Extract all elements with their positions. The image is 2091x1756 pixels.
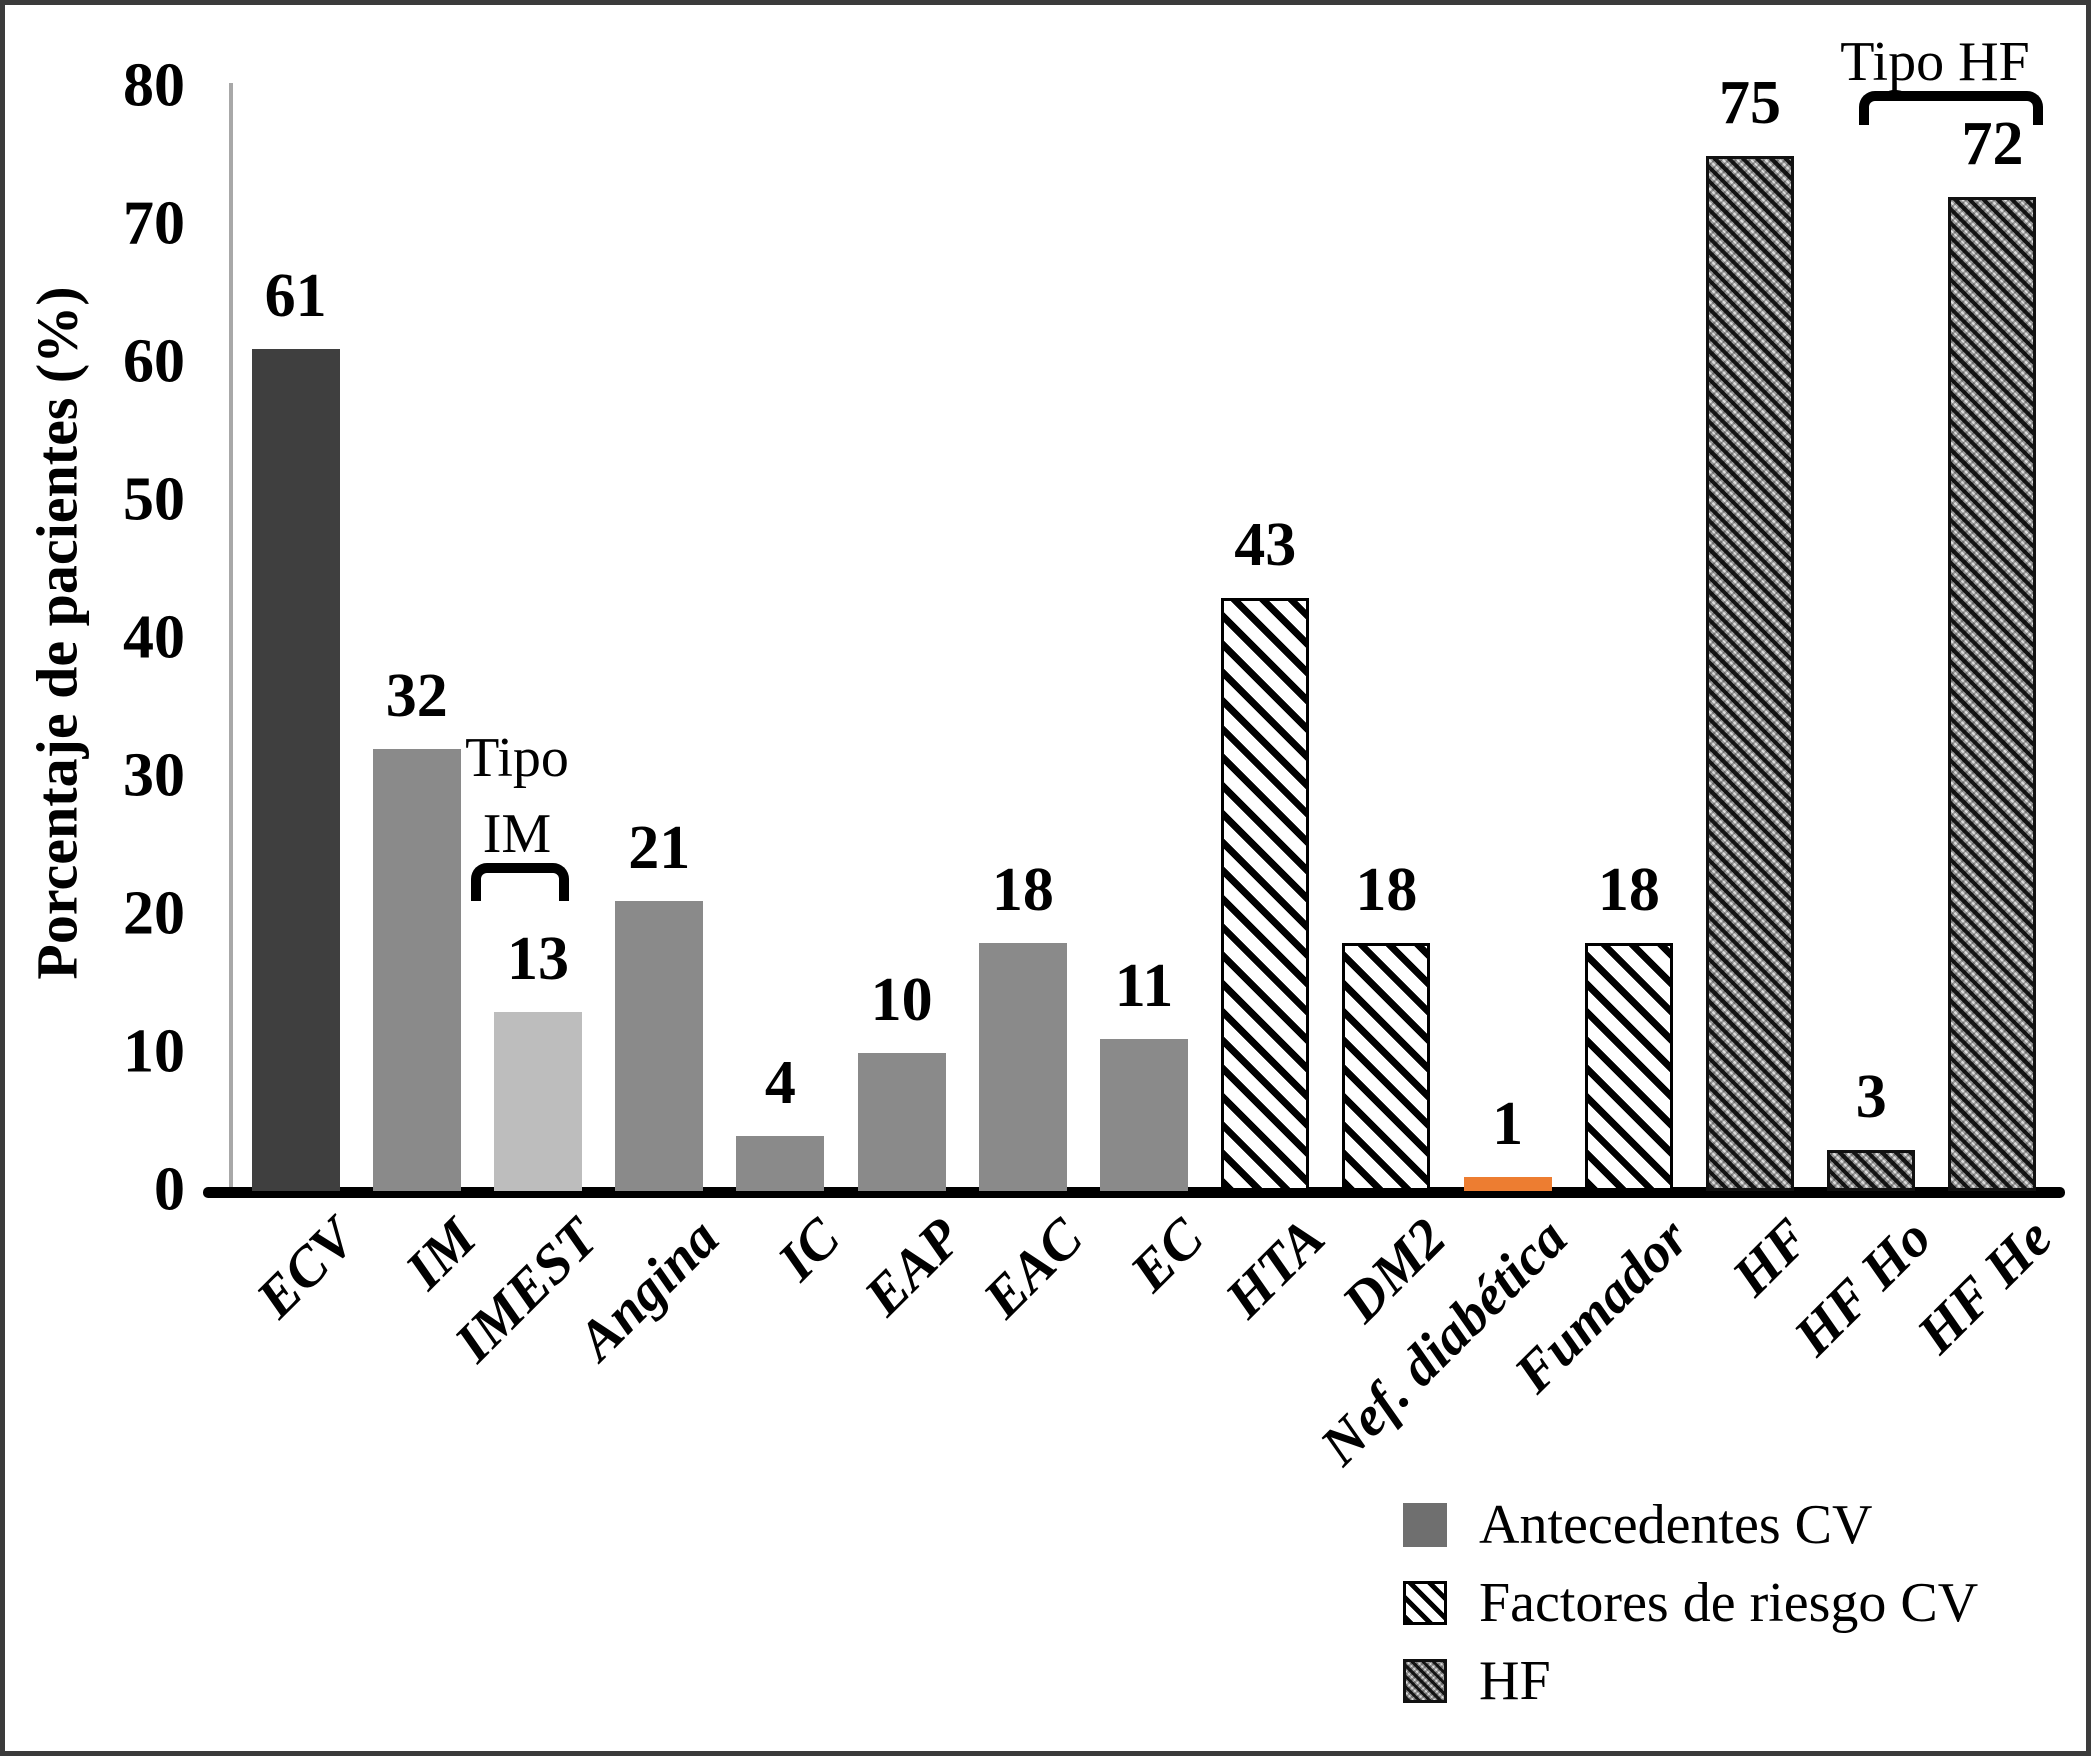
bar-hta — [1221, 597, 1310, 1191]
bar-slot: 72 HF He — [1906, 87, 2065, 1365]
bar-value-label: 3 — [1855, 1062, 1887, 1131]
x-axis-category-label: HF Ho — [1782, 1206, 1943, 1368]
legend-item: Antecedentes CV — [1403, 1497, 1978, 1553]
annotation-tipo-hf-bracket — [1859, 91, 2043, 125]
bar-slot: 13 IMEST — [443, 87, 610, 1374]
x-axis-category-label: HTA — [1213, 1206, 1337, 1330]
legend-label: Antecedentes CV — [1479, 1494, 1873, 1556]
bar-value-label: 18 — [991, 855, 1054, 924]
annotation-tipo-im-label: Tipo IM — [465, 727, 569, 865]
bar-slot: 4 IC — [720, 87, 852, 1293]
bar-dm2 — [1342, 942, 1431, 1191]
x-axis-category-label: IC — [766, 1206, 853, 1293]
y-tick-label-10: 10 — [123, 1017, 185, 1086]
bar-value-label: 61 — [264, 262, 327, 331]
bar-angina — [615, 901, 704, 1191]
bar-value-label: 11 — [1114, 952, 1174, 1021]
y-tick-label-40: 40 — [123, 603, 185, 672]
bar-value-label: 18 — [1597, 855, 1660, 924]
legend-label: HF — [1479, 1650, 1551, 1712]
bar-slot: 43 HTA — [1205, 87, 1337, 1330]
annotation-tipo-im-bracket — [471, 863, 569, 901]
bar-ec — [1100, 1039, 1189, 1191]
bar-nef-diab-tica — [1463, 1177, 1552, 1191]
bar-hf — [1706, 156, 1795, 1191]
bar-slot: 18 Fumador — [1503, 87, 1701, 1405]
bar-fumador — [1584, 942, 1673, 1191]
bar-eac — [978, 942, 1067, 1191]
bar-ecv — [251, 349, 340, 1191]
y-tick-label-80: 80 — [123, 51, 185, 120]
legend-swatch-dense — [1403, 1659, 1447, 1703]
bar-value-label: 10 — [870, 966, 933, 1034]
bar-slot: 18 EAC — [962, 87, 1094, 1330]
bar-value-label: 72 — [1961, 110, 2024, 179]
bar-slot: 11 EC — [1083, 87, 1216, 1304]
bar-ic — [736, 1135, 825, 1191]
bar-value-label: 75 — [1719, 69, 1782, 137]
bar-value-label: 13 — [507, 924, 569, 993]
bar-slot: 10 EAP — [841, 87, 973, 1328]
x-axis-category-label: HF — [1720, 1206, 1822, 1308]
bar-slot: 1 Nef. diabética — [1309, 87, 1579, 1477]
y-tick-label-30: 30 — [123, 741, 185, 810]
bar-slot: 61 ECV — [235, 87, 367, 1330]
bar-value-label: 43 — [1234, 510, 1297, 579]
x-axis-line — [203, 1187, 2065, 1198]
y-tick-label-60: 60 — [123, 327, 185, 396]
y-axis-line — [229, 83, 233, 1191]
bar-eap — [857, 1053, 946, 1191]
bar-value-label: 18 — [1355, 855, 1418, 924]
y-tick-label-0: 0 — [154, 1155, 185, 1224]
legend: Antecedentes CV Factores de riesgo CV HF — [1403, 1497, 1978, 1731]
bar-im — [372, 749, 461, 1191]
bar-hf-he — [1948, 197, 2037, 1191]
bar-slot: 21 Angina — [566, 87, 731, 1372]
x-axis-category-label: ECV — [244, 1206, 368, 1330]
x-axis-category-label: EC — [1119, 1206, 1216, 1304]
x-axis-category-label: EAC — [971, 1206, 1095, 1330]
bar-hf-ho — [1827, 1149, 1916, 1191]
bar-imest — [494, 1011, 582, 1191]
bar-slot: 18 DM2 — [1326, 87, 1458, 1335]
x-axis-category-label: EAP — [852, 1206, 974, 1328]
legend-label: Factores de riesgo CV — [1479, 1572, 1979, 1634]
bar-value-label: 32 — [385, 662, 448, 731]
x-axis-category-label: HF He — [1905, 1206, 2065, 1366]
plot-area: 61 ECV 32 IM 13 IMEST 21 Angina 4 IC 10 EAP 18 EAC 11 E… — [235, 72, 2065, 1477]
bar-value-label: 4 — [764, 1048, 796, 1117]
y-tick-label-70: 70 — [123, 189, 185, 258]
bar-value-label: 21 — [628, 814, 691, 883]
legend-swatch-solid — [1403, 1503, 1447, 1547]
legend-swatch-hatch — [1403, 1581, 1447, 1625]
bar-slot: 3 HF Ho — [1782, 87, 1943, 1368]
annotation-tipo-hf-label: Tipo HF — [1840, 31, 2030, 93]
bar-slot: 32 IM — [356, 87, 489, 1301]
legend-item: Factores de riesgo CV — [1403, 1575, 1978, 1631]
bar-value-label: 1 — [1492, 1090, 1524, 1159]
legend-item: HF — [1403, 1653, 1978, 1709]
y-tick-label-50: 50 — [123, 465, 185, 534]
y-tick-label-20: 20 — [123, 879, 185, 948]
bar-slot: 75 HF — [1689, 72, 1822, 1308]
x-axis-category-label: IM — [394, 1206, 489, 1302]
